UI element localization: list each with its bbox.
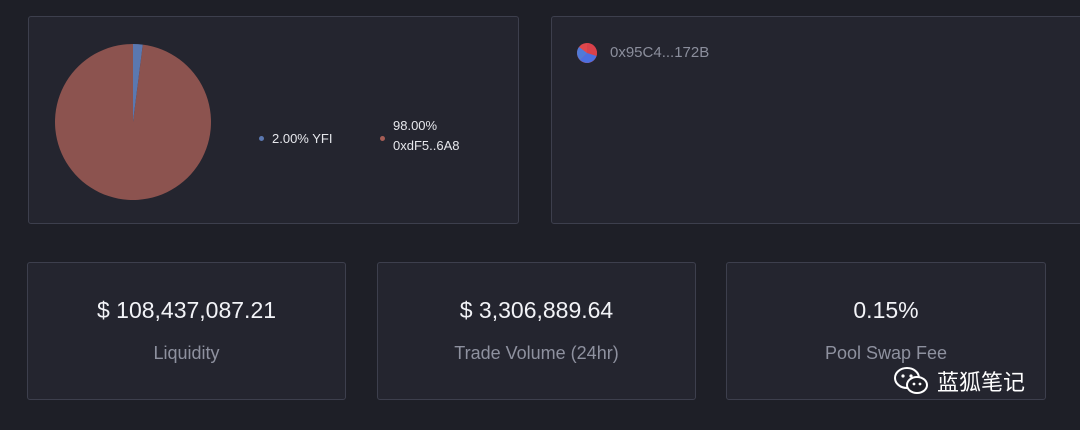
pool-address[interactable]: 0x95C4...172B (610, 44, 710, 61)
legend-label: 0xdF5..6A8 (393, 138, 460, 153)
trade-volume-label: Trade Volume (24hr) (454, 343, 619, 363)
pool-info-card: 0x95C4...172B (551, 16, 1080, 224)
composition-pie-chart (54, 43, 211, 200)
watermark: 蓝狐笔记 (893, 363, 1025, 399)
liquidity-label: Liquidity (153, 343, 220, 363)
liquidity-card: $ 108,437,087.21 Liquidity (27, 262, 346, 400)
swap-fee-card: 0.15% Pool Swap Fee (726, 262, 1046, 400)
legend-dot-yfi (259, 136, 264, 141)
trade-volume-value: $ 3,306,889.64 (459, 297, 614, 323)
legend-item-0xdf5: 98.00% 0xdF5..6A8 (393, 116, 460, 156)
legend-label: YFI (312, 131, 333, 146)
trade-volume-card: $ 3,306,889.64 Trade Volume (24hr) (377, 262, 696, 400)
wechat-icon (894, 367, 928, 394)
pool-composition-card: 2.00% YFI 98.00% 0xdF5..6A8 (28, 16, 519, 224)
pie-slice-yfi[interactable] (133, 44, 143, 122)
legend-percent: 98.00% (393, 118, 438, 133)
swap-fee-label: Pool Swap Fee (824, 343, 948, 363)
liquidity-value: $ 108,437,087.21 (96, 297, 277, 323)
swap-fee-value: 0.15% (853, 297, 919, 323)
legend-item-yfi: 2.00% YFI (272, 129, 333, 149)
pie-chart-icon (577, 43, 597, 63)
legend-percent: 2.00% (272, 131, 309, 146)
pie-slice-0xdf5[interactable] (54, 43, 211, 200)
watermark-text: 蓝狐笔记 (937, 371, 1026, 396)
legend-dot-0xdf5 (380, 136, 385, 141)
